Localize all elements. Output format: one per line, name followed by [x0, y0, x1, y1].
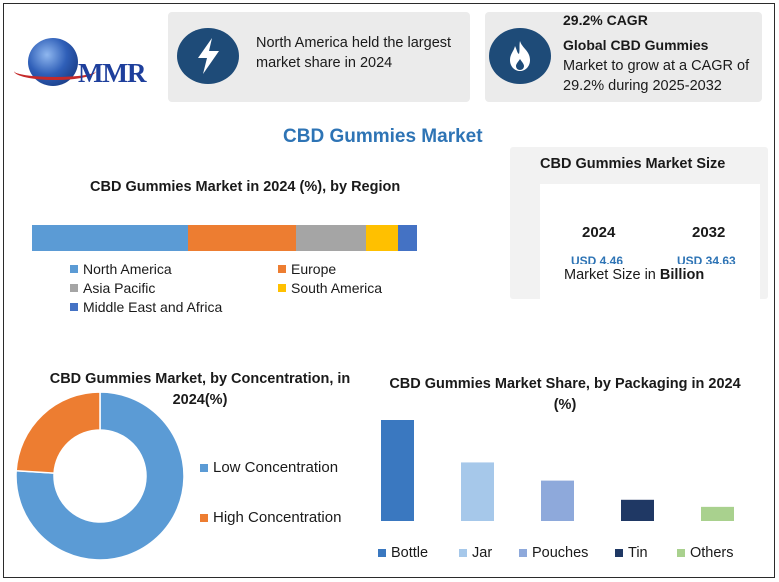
legend-swatch [459, 549, 467, 557]
packaging-bar-chart [381, 420, 734, 521]
legend-swatch [70, 303, 78, 311]
region-segment-asia-pacific [296, 225, 367, 251]
legend-label: North America [83, 261, 172, 277]
region-segment-europe [187, 225, 297, 251]
donut-slice-low-concentration [15, 392, 185, 560]
logo-swoosh [14, 62, 96, 80]
region-legend-europe: Europe [278, 261, 336, 277]
highlight-card-cagr: 29.2% CAGR Global CBD Gummies Market to … [485, 12, 762, 102]
concentration-chart-title: CBD Gummies Market, by Concentration, in… [49, 371, 351, 408]
logo-text: MMR [78, 58, 146, 88]
year-2032: 2032 [692, 224, 726, 241]
donut-slice-high-concentration [15, 392, 101, 474]
legend-swatch [200, 513, 208, 522]
legend-swatch [70, 265, 78, 273]
packaging-bar-others [701, 506, 734, 521]
flame-icon [489, 28, 551, 84]
cagr-text: Market to grow at a CAGR of 29.2% during… [563, 58, 750, 94]
legend-swatch [677, 549, 685, 557]
mmr-logo: MMR [14, 38, 164, 90]
cagr-headline: 29.2% CAGR [563, 12, 648, 28]
concentration-legend-high-concentration: High Concentration [200, 509, 341, 526]
unit-value: Billion [659, 267, 705, 283]
market-size-values: 2024 2032 USD 4.46 USD 34.63 [540, 184, 760, 268]
legend-swatch [378, 549, 386, 557]
legend-swatch [519, 549, 527, 557]
main-title: CBD Gummies Market [283, 126, 483, 147]
legend-label: South America [291, 280, 383, 296]
legend-label: Jar [472, 545, 493, 561]
market-size-title: CBD Gummies Market Size [540, 156, 726, 172]
packaging-legend-pouches: Pouches [519, 545, 588, 561]
infographic-frame [3, 3, 775, 578]
region-segment-middle-east-and-africa [397, 225, 417, 251]
region-segment-south-america [366, 225, 398, 251]
region-legend-middle-east-and-africa: Middle East and Africa [70, 299, 222, 315]
region-stacked-bar [32, 225, 417, 251]
legend-label: High Concentration [213, 509, 342, 526]
region-legend-south-america: South America [278, 280, 382, 296]
highlight-card-region: North America held the largest market sh… [168, 12, 470, 102]
legend-swatch [615, 549, 623, 557]
market-size-panel: CBD Gummies Market Size 2024 2032 USD 4.… [510, 147, 768, 299]
legend-label: Middle East and Africa [83, 299, 223, 315]
legend-label: Tin [628, 545, 648, 561]
packaging-legend-others: Others [677, 545, 734, 561]
packaging-bar-jar [461, 462, 494, 521]
packaging-legend-bottle: Bottle [378, 545, 428, 561]
region-segment-north-america [32, 225, 188, 251]
region-legend-asia-pacific: Asia Pacific [70, 280, 155, 296]
legend-swatch [278, 265, 286, 273]
region-legend-north-america: North America [70, 261, 172, 277]
legend-label: Bottle [391, 545, 429, 561]
legend-label: Pouches [532, 545, 589, 561]
packaging-legend-jar: Jar [459, 545, 492, 561]
lightning-bolt-icon [177, 28, 239, 84]
packaging-bar-bottle [381, 420, 414, 521]
legend-swatch [200, 463, 208, 472]
market-size-unit: Market Size in Billion [540, 264, 760, 299]
packaging-legend-tin: Tin [615, 545, 648, 561]
unit-prefix: Market Size in [564, 267, 660, 283]
legend-label: Low Concentration [213, 459, 339, 476]
legend-label: Europe [291, 261, 337, 277]
packaging-bar-tin [621, 499, 654, 521]
concentration-donut-chart [15, 392, 185, 560]
legend-label: Asia Pacific [83, 280, 156, 296]
cagr-subtitle: Global CBD Gummies [563, 37, 709, 53]
year-2024: 2024 [582, 224, 616, 241]
card-region-text: North America held the largest market sh… [256, 35, 452, 71]
packaging-chart-title: CBD Gummies Market Share, by Packaging i… [389, 376, 741, 413]
legend-label: Others [690, 545, 734, 561]
packaging-bar-pouches [541, 480, 574, 521]
concentration-legend-low-concentration: Low Concentration [200, 459, 338, 476]
legend-swatch [70, 284, 78, 292]
region-chart-title: CBD Gummies Market in 2024 (%), by Regio… [90, 179, 401, 195]
legend-swatch [278, 284, 286, 292]
